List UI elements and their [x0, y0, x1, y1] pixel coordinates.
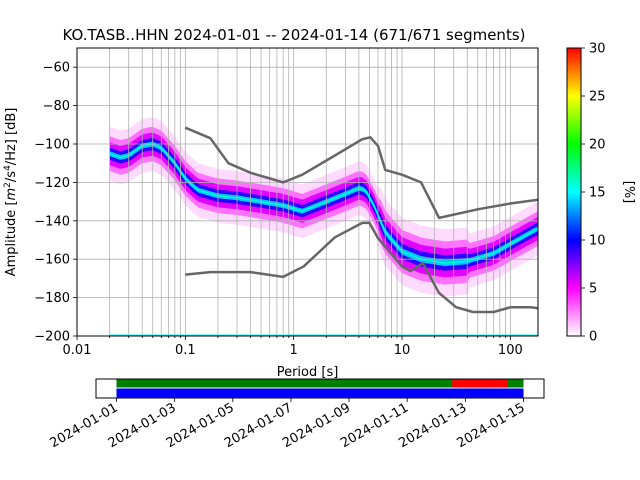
chart-title: KO.TASB..HHN 2024-01-01 -- 2024-01-14 (6…: [62, 26, 525, 44]
x-tick-label: 10: [394, 343, 411, 358]
colorbar-tick-label: 30: [589, 42, 606, 57]
y-tick-label: −200: [34, 330, 70, 345]
x-axis-label: Period [s]: [277, 365, 339, 380]
y-tick-label: −120: [34, 176, 70, 191]
y-axis: −60 −80 −100 −120 −140 −160 −180 −200: [34, 61, 77, 345]
colorbar-tick-label: 5: [589, 282, 597, 297]
x-tick-label: 1: [290, 343, 298, 358]
segment-coverage-bar: [116, 379, 524, 388]
density-band-4: [109, 141, 538, 267]
gap-marker: [452, 379, 508, 388]
colorbar-tick-label: 25: [589, 90, 606, 105]
y-tick-label: −60: [43, 61, 70, 76]
colorbar-label: [%]: [621, 181, 636, 204]
colorbar-tick-label: 15: [589, 186, 606, 201]
colorbar-tick-label: 10: [589, 234, 606, 249]
x-tick-label: 0.01: [63, 343, 92, 358]
y-tick-label: −140: [34, 214, 70, 229]
y-tick-label: −180: [34, 291, 70, 306]
psd-density: [109, 117, 538, 297]
psd-plot: 0.01 0.1 1 10 100 −60 −80 −100 −120 −140 −160 −180…: [3, 47, 539, 380]
timeline: 2024-01-012024-01-032024-01-052024-01-07…: [48, 378, 545, 451]
y-axis-label: Amplitude [m2/s4/Hz] [dB]: [3, 108, 19, 277]
colorbar-gradient: [566, 47, 582, 337]
new-low-noise-model: [185, 221, 538, 314]
x-axis: 0.01 0.1 1 10 100: [63, 336, 523, 358]
noise-models: [184, 126, 538, 314]
colorbar-tick-label: 20: [589, 138, 606, 153]
data-coverage-bar: [116, 388, 524, 398]
y-tick-label: −80: [43, 99, 70, 114]
x-gridlines: [76, 48, 511, 336]
colorbar: 0 5 10 15 20 25 30 [%]: [566, 42, 636, 345]
new-high-noise-model: [184, 126, 538, 220]
colorbar-tick-label: 0: [589, 330, 597, 345]
y-tick-label: −160: [34, 253, 70, 268]
x-tick-label: 100: [498, 343, 523, 358]
timeline-axis: 2024-01-012024-01-032024-01-052024-01-07…: [48, 398, 528, 451]
mode-curve: [109, 143, 538, 264]
plot-frame: [76, 47, 539, 337]
x-tick-label: 0.1: [175, 343, 196, 358]
y-tick-label: −100: [34, 138, 70, 153]
timeline-bars: [116, 379, 524, 398]
colorbar-ticks: 0 5 10 15 20 25 30: [581, 42, 606, 345]
